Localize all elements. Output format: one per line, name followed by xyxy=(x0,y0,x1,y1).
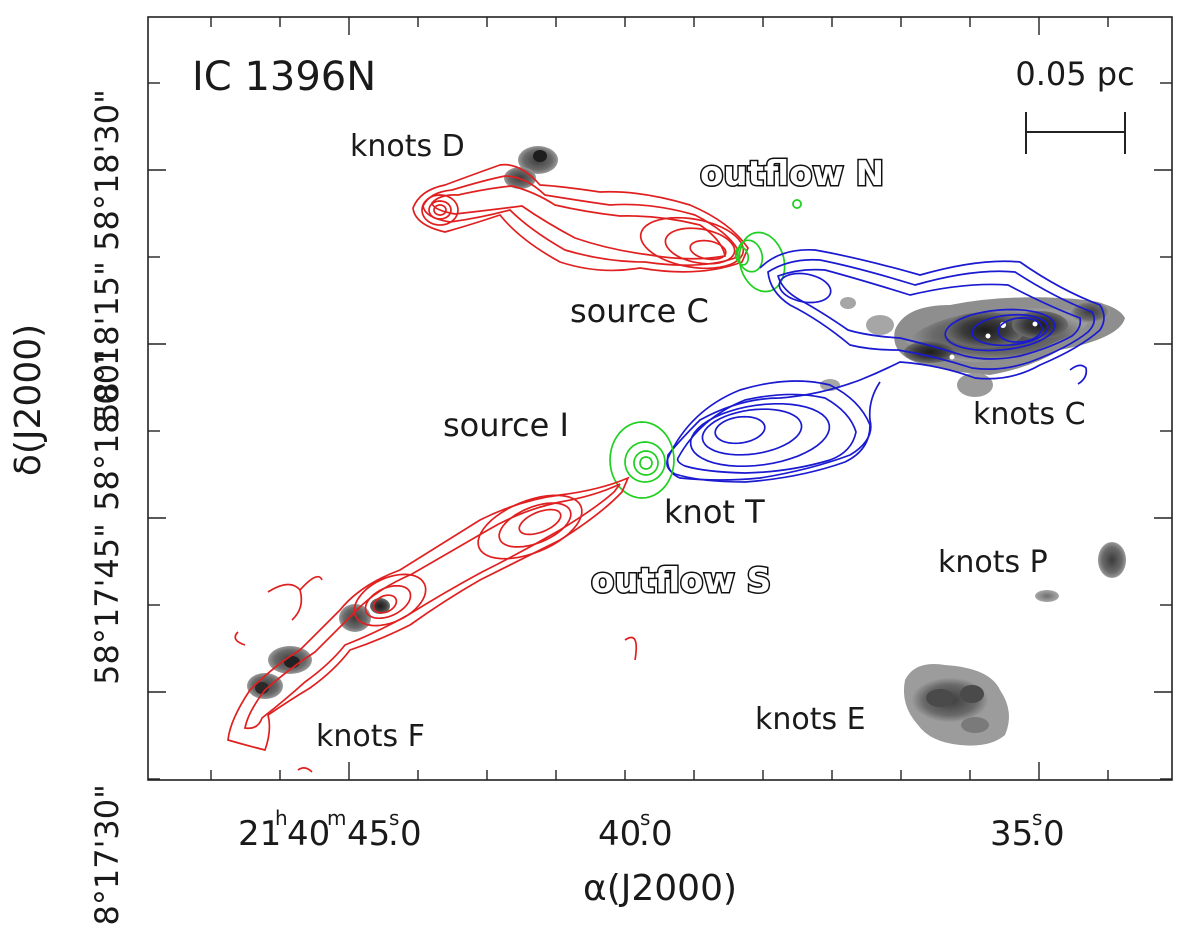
x-axis-label: α(J2000) xyxy=(583,868,737,909)
blue-contour-n-2 xyxy=(767,258,1096,370)
plot-frame xyxy=(147,16,1173,781)
svg-text:s: s xyxy=(389,806,399,830)
red-contour-fragment-3 xyxy=(234,631,246,646)
red-contour-s-8 xyxy=(372,594,398,614)
label-outflow-s: outflow S xyxy=(591,561,771,601)
knots-e-emission xyxy=(903,664,1009,746)
blue-contour-s-4 xyxy=(701,408,803,456)
label-knots-e: knots E xyxy=(755,702,866,737)
x-tick-label-1: 40 s . 0 xyxy=(598,806,673,854)
green-contour-source-c-3 xyxy=(734,246,750,266)
knots-p-emission xyxy=(1035,542,1126,602)
svg-text:.: . xyxy=(388,814,399,854)
svg-text:21: 21 xyxy=(238,814,281,854)
green-contour-source-i-2 xyxy=(624,441,666,483)
blue-contour-s-2 xyxy=(676,393,857,474)
svg-text:0: 0 xyxy=(651,814,673,854)
blue-contour-n-outer xyxy=(666,248,1105,481)
scale-bar-label: 0.05 pc xyxy=(1015,55,1134,93)
red-contour-fragment-1 xyxy=(267,583,303,621)
blue-contour-s-5 xyxy=(714,415,766,445)
svg-text:0: 0 xyxy=(1043,814,1065,854)
red-contour-n-4 xyxy=(639,216,745,270)
svg-text:35: 35 xyxy=(990,814,1033,854)
label-knots-c: knots C xyxy=(973,397,1086,432)
blue-contour-n-4 xyxy=(778,272,832,304)
blue-contour-knots-c-3 xyxy=(997,317,1043,343)
scale-bar: 0.05 pc xyxy=(1015,55,1135,154)
svg-text:.: . xyxy=(639,814,650,854)
blue-contour-n-3 xyxy=(776,268,1082,360)
red-contour-s-1 xyxy=(227,476,630,752)
label-source-i: source I xyxy=(443,406,569,444)
red-contour-fragment-2 xyxy=(299,575,323,591)
label-knots-f: knots F xyxy=(316,719,425,754)
red-contour-n-5 xyxy=(664,227,736,265)
red-contour-s-6 xyxy=(353,573,427,627)
green-contour-source-i-1 xyxy=(609,421,675,499)
svg-text:0: 0 xyxy=(400,814,422,854)
contour-layer xyxy=(227,163,1105,773)
green-contour-source-i-3 xyxy=(633,450,659,476)
svg-text:h: h xyxy=(275,806,288,830)
red-contour-s-7 xyxy=(364,584,412,620)
blue-contour-s-3 xyxy=(689,402,831,468)
chart-title: IC 1396N xyxy=(192,54,376,100)
red-contour-n-3 xyxy=(431,185,726,260)
axis-ticks xyxy=(148,17,1172,780)
y-axis-label: δ(J2000) xyxy=(8,324,49,476)
knots-c-emission xyxy=(820,297,1125,397)
red-contour-s-4 xyxy=(498,502,572,548)
y-tick-label-1: 58°17'30" xyxy=(88,784,126,928)
label-knots-p: knots P xyxy=(938,545,1048,580)
svg-text:s: s xyxy=(1032,806,1042,830)
red-contour-n-7 xyxy=(421,194,459,226)
svg-text:40: 40 xyxy=(287,814,330,854)
svg-text:40: 40 xyxy=(598,814,641,854)
knots-d-emission xyxy=(504,146,558,189)
y-tick-label-minor-1: 58°17'45" xyxy=(88,523,126,685)
blue-contour-knots-c-1 xyxy=(944,308,1056,352)
label-source-c: source C xyxy=(570,292,709,330)
label-knot-t: knot T xyxy=(664,493,765,531)
y-tick-label-3: 58°18'30" xyxy=(88,89,126,251)
green-contour-small xyxy=(792,199,802,209)
x-tick-label-0: 21 21 h 40 m 45 s . 0 xyxy=(238,806,422,854)
red-contour-fragment-5 xyxy=(297,767,313,773)
red-contour-s-5 xyxy=(518,508,562,536)
svg-text:45: 45 xyxy=(347,814,390,854)
x-tick-label-2: 35 s . 0 xyxy=(990,806,1065,854)
label-outflow-n: outflow N xyxy=(700,154,884,194)
label-knots-d: knots D xyxy=(350,129,465,164)
red-contour-n-1 xyxy=(412,163,749,273)
green-contour-source-c-2 xyxy=(736,239,764,273)
red-contour-n-8 xyxy=(428,200,452,220)
red-contour-n-9 xyxy=(433,204,447,216)
red-contour-fragment-4 xyxy=(624,636,638,661)
svg-text:.: . xyxy=(1031,814,1042,854)
svg-text:s: s xyxy=(640,806,650,830)
y-tick-label-minor-2: 58°18'15" xyxy=(88,261,126,423)
red-contour-s-3 xyxy=(477,494,583,560)
y-tick-label-2: 58°18'00" xyxy=(88,349,126,511)
green-contour-source-i-4 xyxy=(639,456,653,470)
red-contour-s-2 xyxy=(244,483,621,730)
blue-contour-knots-c-2 xyxy=(971,313,1049,347)
svg-text:m: m xyxy=(327,806,346,830)
red-contour-n-6 xyxy=(689,239,727,261)
blue-contour-s-1 xyxy=(666,380,871,483)
blue-contour-fragment xyxy=(1069,364,1088,385)
